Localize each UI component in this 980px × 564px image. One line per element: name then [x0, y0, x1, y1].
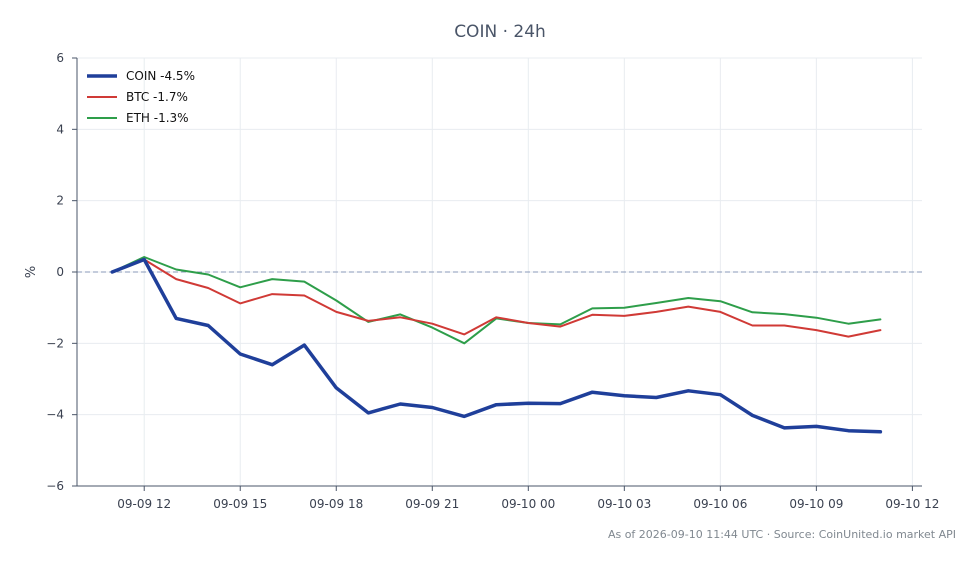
x-tick-label: 09-09 12 — [117, 497, 171, 511]
series-line — [111, 258, 882, 338]
x-ticks: 09-09 12 09-09 15 09-09 18 09-09 21 09-10 00… — [117, 486, 939, 511]
y-tick-label: 4 — [56, 122, 64, 136]
y-axis-label: % — [24, 266, 39, 278]
y-tick-label: 0 — [56, 265, 64, 279]
legend: COIN -4.5% BTC -1.7% ETH -1.3% — [87, 69, 195, 125]
y-tick-label: 2 — [56, 194, 64, 208]
y-tick-label: −6 — [46, 479, 64, 493]
legend-label: ETH -1.3% — [126, 111, 189, 125]
grid — [77, 57, 922, 487]
chart-title: COIN · 24h — [454, 22, 546, 42]
legend-label: BTC -1.7% — [126, 90, 188, 104]
series-line — [111, 256, 882, 345]
x-tick-label: 09-10 12 — [885, 497, 939, 511]
x-tick-label: 09-10 06 — [693, 497, 747, 511]
x-tick-label: 09-09 21 — [405, 497, 459, 511]
series-line — [110, 257, 883, 434]
y-tick-label: −2 — [46, 336, 64, 350]
x-tick-label: 09-10 03 — [597, 497, 651, 511]
y-tick-label: −4 — [46, 408, 64, 422]
legend-label: COIN -4.5% — [126, 69, 195, 83]
series-lines — [110, 256, 883, 434]
x-tick-label: 09-09 18 — [309, 497, 363, 511]
x-tick-label: 09-10 09 — [789, 497, 843, 511]
y-ticks: 6 4 2 0 −2 −4 −6 — [46, 51, 77, 493]
y-tick-label: 6 — [56, 51, 64, 65]
x-tick-label: 09-09 15 — [213, 497, 267, 511]
x-tick-label: 09-10 00 — [501, 497, 555, 511]
source-footer: As of 2026-09-10 11:44 UTC · Source: Coi… — [608, 528, 956, 541]
